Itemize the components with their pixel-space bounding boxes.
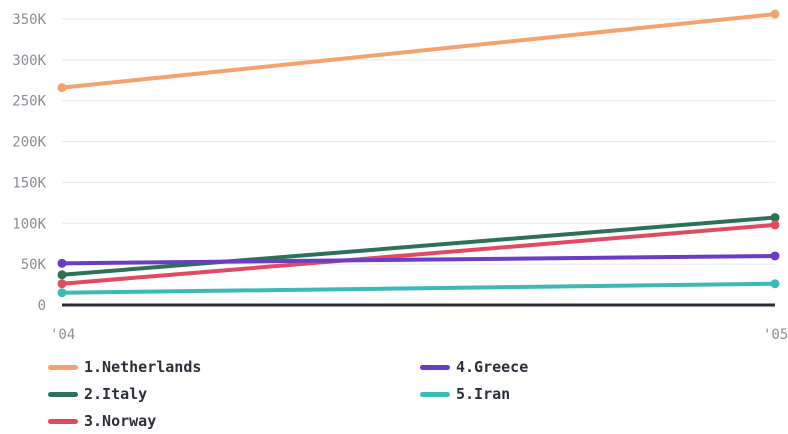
- legend-label: 3.Norway: [84, 412, 157, 430]
- legend-swatch: [48, 364, 78, 370]
- legend-swatch: [420, 391, 450, 397]
- legend-swatch: [420, 364, 450, 370]
- series-line: [60, 215, 777, 277]
- line-chart: 0 50K 100K 150K 200K 250K 300K 350K '04 '05: [12, 9, 788, 343]
- series-line: [60, 253, 777, 266]
- data-point: [770, 279, 780, 289]
- data-point: [770, 213, 780, 223]
- legend-item[interactable]: 1.Netherlands: [48, 354, 201, 380]
- x-axis-ticks: '04 '05: [50, 327, 788, 343]
- series-line: [60, 281, 777, 295]
- y-tick-label: 300K: [12, 53, 46, 69]
- legend: 1.Netherlands 2.Italy 3.Norway 4.Greece 5.Ir…: [0, 350, 788, 432]
- data-point: [770, 251, 780, 261]
- series-netherlands: [57, 9, 780, 93]
- data-point: [57, 270, 67, 280]
- data-point: [57, 279, 67, 289]
- y-tick-label: 150K: [12, 175, 46, 191]
- series-line: [60, 222, 777, 286]
- grid-lines: [62, 18, 775, 265]
- x-tick-label: '05: [763, 327, 788, 343]
- series-greece: [57, 251, 780, 268]
- data-point: [770, 220, 780, 230]
- y-axis-ticks: 0 50K 100K 150K 200K 250K 300K 350K: [12, 12, 46, 314]
- legend-label: 1.Netherlands: [84, 358, 202, 376]
- series-iran: [57, 279, 780, 298]
- y-tick-label: 250K: [12, 94, 46, 110]
- y-tick-label: 50K: [21, 257, 47, 273]
- series-line: [60, 12, 777, 90]
- series-lines: [57, 9, 780, 298]
- data-point: [57, 258, 67, 268]
- legend-swatch: [48, 418, 78, 424]
- data-point: [770, 9, 780, 19]
- legend-label: 4.Greece: [456, 358, 529, 376]
- series-norway: [57, 220, 780, 289]
- legend-item[interactable]: 4.Greece: [420, 354, 528, 380]
- legend-item[interactable]: 5.Iran: [420, 381, 510, 407]
- series-italy: [57, 213, 780, 280]
- data-point: [57, 288, 67, 298]
- y-tick-label: 200K: [12, 135, 46, 151]
- data-point: [57, 83, 67, 93]
- y-tick-label: 100K: [12, 216, 46, 232]
- x-tick-label: '04: [50, 327, 75, 343]
- legend-swatch: [48, 391, 78, 397]
- legend-item[interactable]: 2.Italy: [48, 381, 147, 407]
- legend-label: 5.Iran: [456, 385, 511, 403]
- y-tick-label: 350K: [12, 12, 46, 28]
- legend-item[interactable]: 3.Norway: [48, 408, 156, 434]
- y-tick-label: 0: [38, 298, 46, 314]
- legend-label: 2.Italy: [84, 385, 148, 403]
